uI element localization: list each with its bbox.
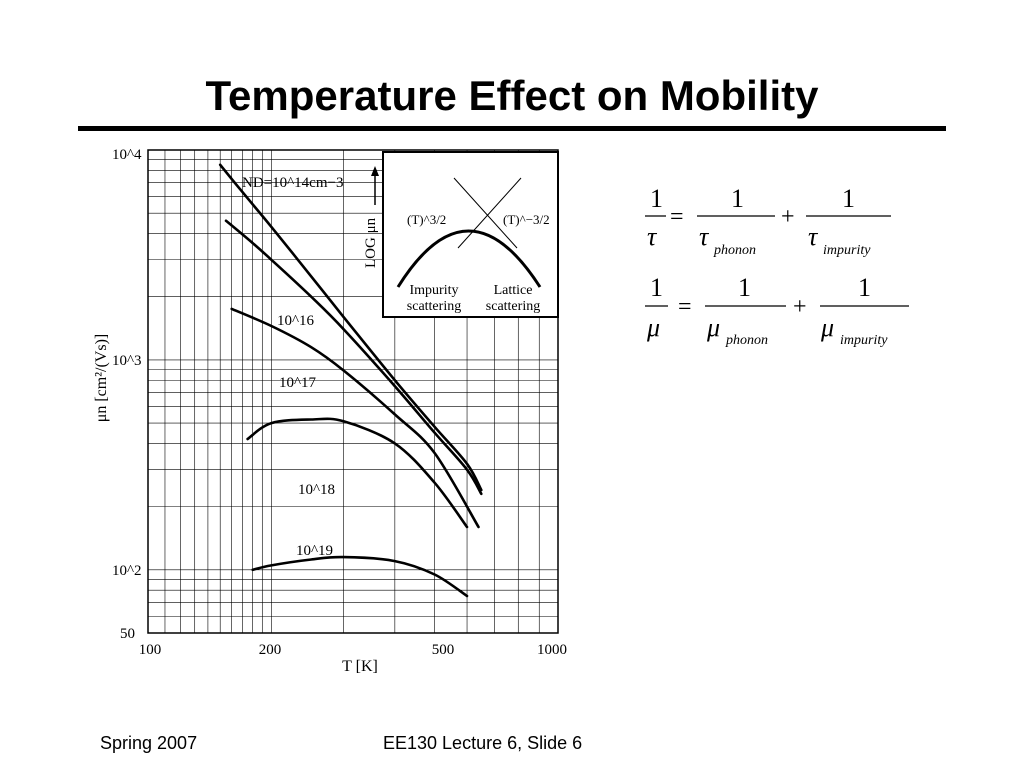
inset-arrowhead	[371, 166, 379, 176]
mu-phonon-subscript: phonon	[725, 333, 768, 348]
curve-label-1e18: 10^18	[298, 482, 335, 498]
tau-plus: +	[781, 204, 795, 230]
curve-label-1e14: ND=10^14cm−3	[242, 175, 343, 191]
footer-lecture: EE130 Lecture 6, Slide 6	[383, 733, 583, 753]
inset-diagram: LOG μn (T)^3/2 (T)^−3/2 Impurity scatter…	[363, 166, 550, 314]
mu-impurity-subscript: impurity	[840, 333, 888, 348]
mu-equation: 1 μ = 1 μ phonon + 1 μ impurity	[645, 273, 909, 348]
curve-label-1e19: 10^19	[296, 543, 333, 559]
tau-lhs-denominator: τ	[647, 222, 658, 251]
mobility-curve-5	[251, 555, 469, 598]
mu-equals: =	[678, 294, 692, 320]
inset-ylabel: LOG μn	[363, 217, 379, 268]
tau-equation: 1 τ = 1 τ phonon + 1 τ impurity	[645, 184, 891, 258]
mu-lhs-numerator: 1	[650, 273, 663, 302]
tau-equals: =	[670, 204, 684, 230]
footer-date: Spring 2007	[100, 733, 198, 753]
x-tick-1000: 1000	[537, 642, 567, 658]
inset-left-caption-1: Impurity	[410, 283, 459, 298]
tau-phonon-subscript: phonon	[713, 243, 756, 258]
inset-left-label: (T)^3/2	[407, 212, 446, 227]
inset-right-caption-2: scattering	[486, 299, 540, 314]
tau-impurity-symbol: τ	[808, 222, 819, 251]
x-tick-100: 100	[139, 642, 162, 658]
tau-impurity-numerator: 1	[842, 184, 855, 213]
mobility-curve-1	[218, 163, 483, 492]
inset-left-caption-2: scattering	[407, 299, 461, 314]
inset-right-caption-1: Lattice	[494, 283, 533, 298]
y-tick-50: 50	[120, 626, 135, 642]
inset-right-label: (T)^−3/2	[503, 212, 550, 227]
tau-impurity-subscript: impurity	[823, 243, 871, 258]
inset-mobility-curve	[396, 229, 542, 288]
y-tick-1e2: 10^2	[112, 563, 142, 579]
mobility-curve-4	[246, 417, 469, 529]
x-tick-500: 500	[432, 642, 455, 658]
mu-impurity-numerator: 1	[858, 273, 871, 302]
mu-phonon-numerator: 1	[738, 273, 751, 302]
x-tick-200: 200	[259, 642, 282, 658]
mobility-curve-3	[230, 307, 480, 529]
title-divider	[78, 126, 946, 131]
y-axis-label: μn [cm²/(Vs)]	[93, 334, 110, 422]
slide-title: Temperature Effect on Mobility	[205, 72, 819, 119]
mobility-curves	[218, 163, 483, 598]
curve-label-1e17: 10^17	[279, 375, 317, 391]
curve-label-1e16: 10^16	[277, 313, 315, 329]
mu-plus: +	[793, 294, 807, 320]
mobility-curve-2	[224, 219, 483, 496]
inset-line-rising	[453, 177, 518, 249]
tau-lhs-numerator: 1	[650, 184, 663, 213]
tau-phonon-numerator: 1	[731, 184, 744, 213]
tau-phonon-symbol: τ	[699, 222, 710, 251]
plot-frame	[147, 149, 559, 634]
mu-phonon-symbol: μ	[706, 313, 720, 342]
x-axis-label: T [K]	[342, 658, 378, 675]
y-tick-1e3: 10^3	[112, 353, 142, 369]
mu-impurity-symbol: μ	[820, 313, 834, 342]
inset-line-falling	[457, 177, 522, 249]
y-tick-1e4: 10^4	[112, 147, 142, 163]
mu-lhs-denominator: μ	[646, 313, 660, 342]
